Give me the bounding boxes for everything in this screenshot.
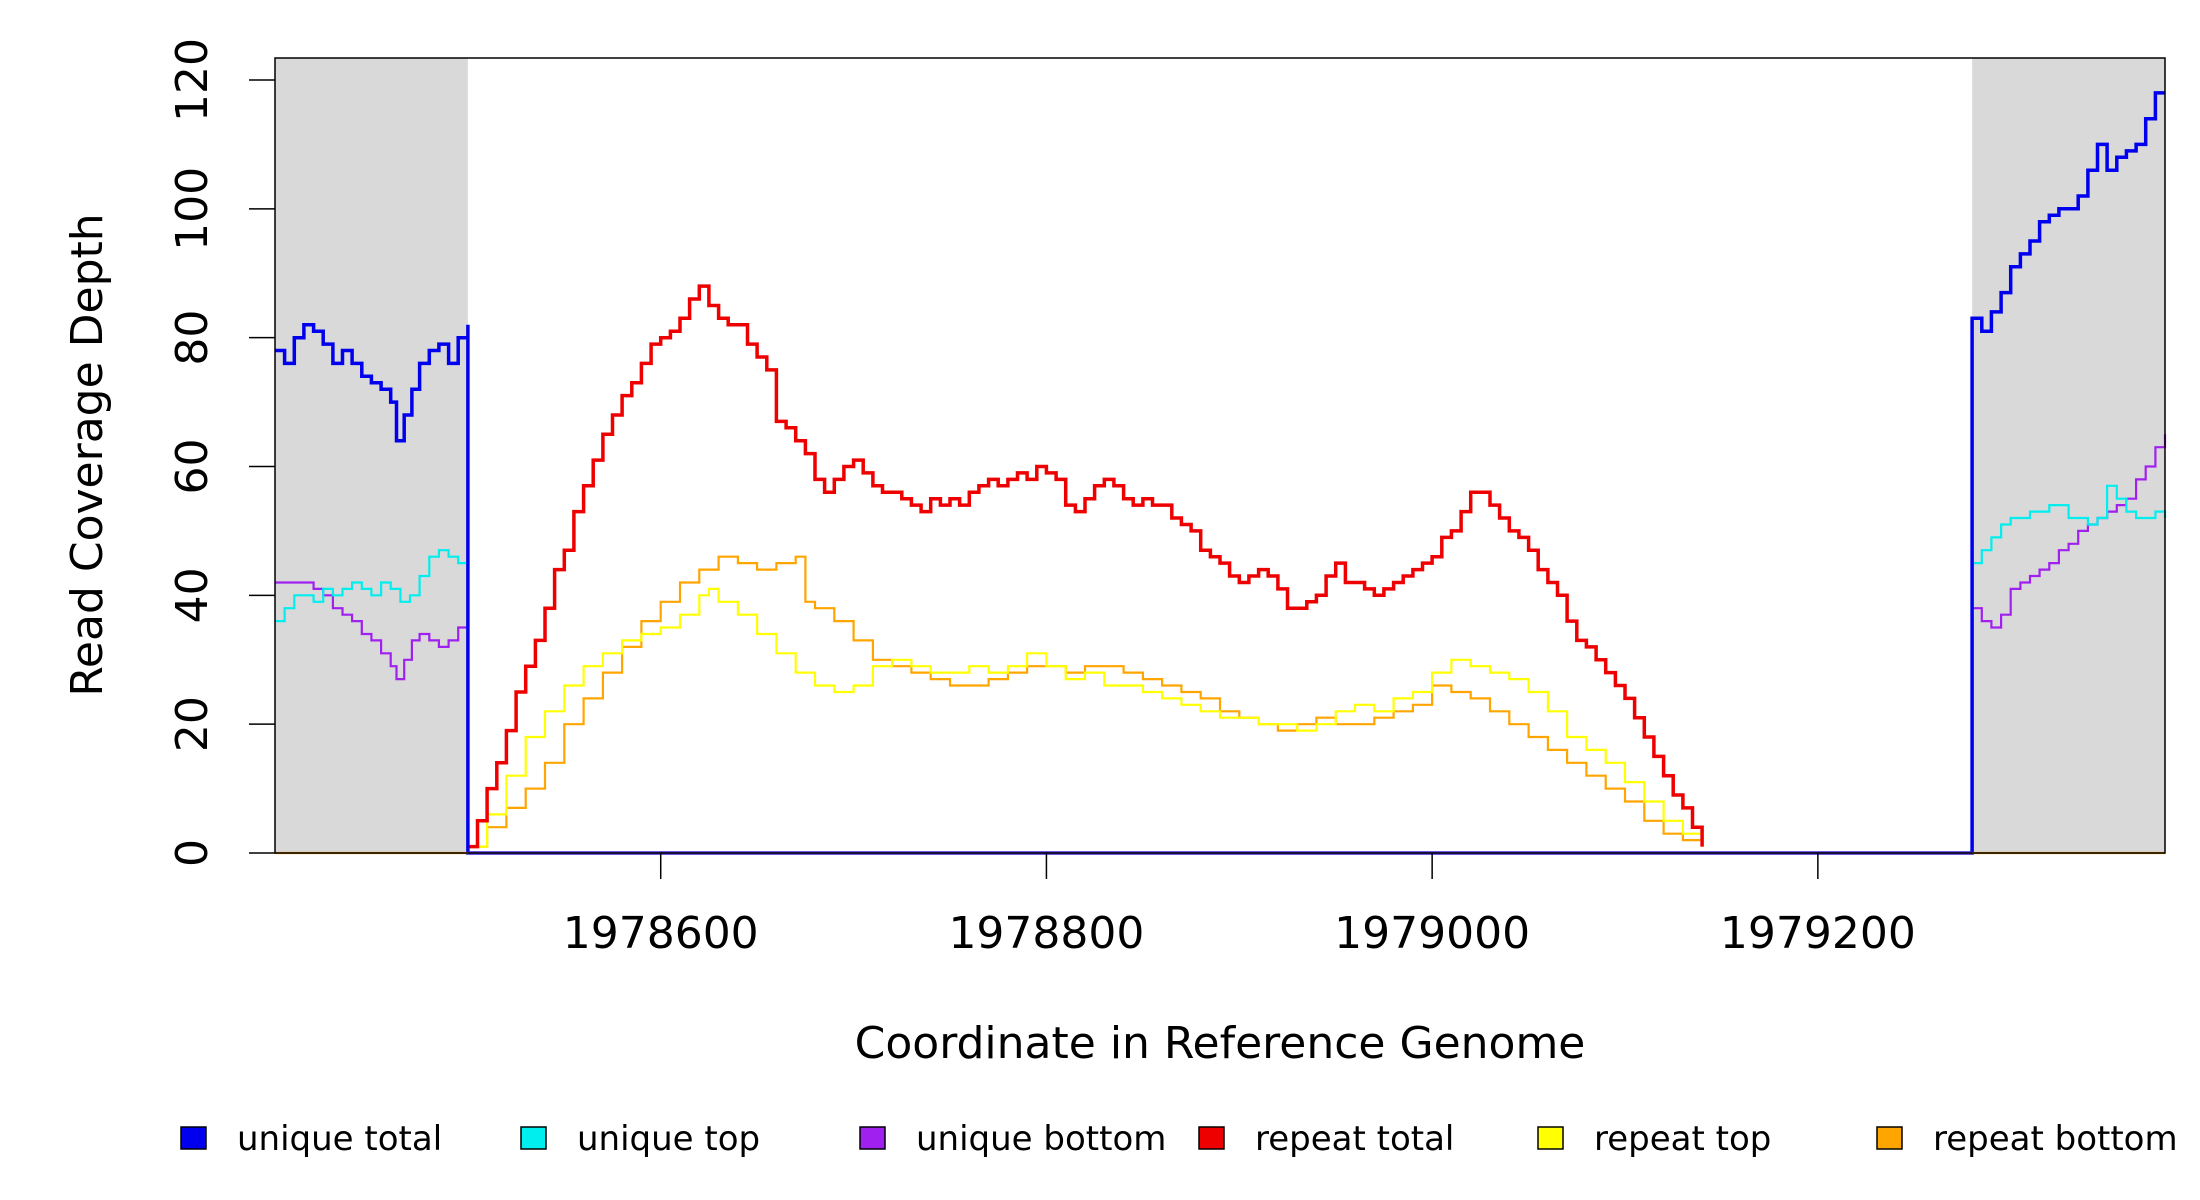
y-tick-label: 120 xyxy=(167,38,218,122)
y-tick-label: 0 xyxy=(167,839,218,867)
legend-swatch-unique-total xyxy=(180,1126,207,1150)
series-line-unique-bottom xyxy=(275,434,2167,855)
legend-swatch-unique-top xyxy=(520,1126,547,1150)
series-lines xyxy=(275,91,2167,855)
x-tick-label: 1979200 xyxy=(1720,908,1916,959)
legend: unique total unique top unique bottom repea… xyxy=(180,1119,2178,1159)
shaded-region-1 xyxy=(275,58,468,853)
y-tick-label: 80 xyxy=(167,310,218,366)
y-tick-label: 20 xyxy=(167,696,218,752)
y-tick-label: 100 xyxy=(167,167,218,251)
y-axis: 0 20 40 60 80 100 120 xyxy=(167,38,275,867)
legend-swatch-repeat-top xyxy=(1537,1126,1564,1150)
legend-label-repeat-top: repeat top xyxy=(1594,1119,1771,1159)
legend-swatch-unique-bottom xyxy=(859,1126,886,1150)
legend-label-repeat-bottom: repeat bottom xyxy=(1933,1119,2178,1159)
series-line-unique-total xyxy=(275,91,2165,855)
series-line-repeat-bottom xyxy=(467,555,1704,848)
y-axis-title: Read Coverage Depth xyxy=(62,213,113,696)
legend-label-repeat-total: repeat total xyxy=(1255,1119,1454,1159)
x-tick-label: 1978800 xyxy=(948,908,1144,959)
series-line-repeat-top xyxy=(467,587,1704,848)
x-tick-label: 1978600 xyxy=(563,908,759,959)
x-tick-label: 1979000 xyxy=(1334,908,1530,959)
flanking-regions xyxy=(275,58,2165,853)
legend-swatch-repeat-bottom xyxy=(1876,1126,1903,1150)
series-line-unique-top xyxy=(275,484,2167,855)
legend-label-unique-bottom: unique bottom xyxy=(916,1119,1166,1159)
legend-label-unique-total: unique total xyxy=(237,1119,442,1159)
y-tick-label: 60 xyxy=(167,439,218,495)
series-line-repeat-total xyxy=(467,284,1704,849)
x-axis: 1978600 1978800 1979000 1979200 xyxy=(563,853,1916,959)
legend-label-unique-top: unique top xyxy=(577,1119,760,1159)
shaded-region-2 xyxy=(1972,58,2165,853)
y-tick-label: 40 xyxy=(167,567,218,623)
plot-frame xyxy=(274,57,2166,854)
legend-swatch-repeat-total xyxy=(1198,1126,1225,1150)
x-axis-title: Coordinate in Reference Genome xyxy=(855,1018,1586,1069)
